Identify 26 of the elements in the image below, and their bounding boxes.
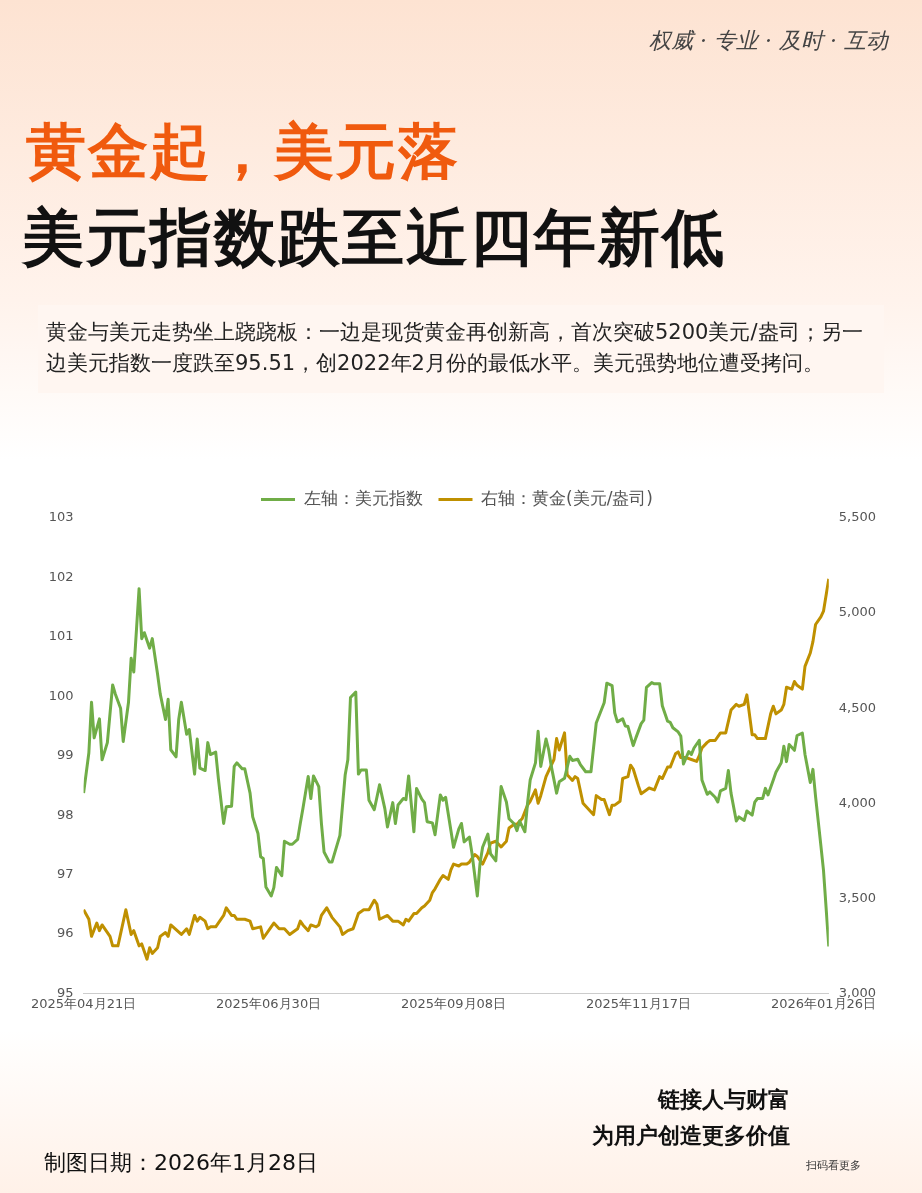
legend-label: 右轴：黄金(美元/盎司)	[481, 487, 653, 508]
text: 为用户创造更多价值	[592, 1122, 790, 1150]
text: 链接人与财富	[656, 1086, 790, 1114]
chart-subtitle: 美元指数跌至近四年新低	[22, 200, 726, 276]
y-tick-label: 96	[57, 925, 74, 941]
text: 扫码看更多	[806, 1158, 861, 1173]
y2-tick-label: 4,500	[838, 699, 876, 715]
text: 制图日期：2026年1月28日	[44, 1149, 318, 1177]
chart-title: 黄金起，美元落	[26, 115, 460, 188]
text: 权威 · 专业 · 及时 · 互动	[649, 27, 888, 55]
y2-tick-label: 5,500	[838, 509, 876, 525]
x-tick-label: 2025年06月30日	[215, 995, 322, 1011]
legend-label: 左轴：美元指数	[303, 487, 423, 508]
y-tick-label: 100	[48, 687, 74, 703]
y-tick-label: 97	[57, 865, 74, 881]
y-tick-label: 101	[48, 628, 74, 644]
y2-tick-label: 3,500	[838, 889, 876, 905]
x-tick-label: 2025年09月08日	[400, 995, 507, 1011]
y-tick-label: 99	[57, 747, 74, 763]
text: 黄金与美元走势坐上跷跷板：一边是现货黄金再创新高，首次突破5200美元/盎司；另一边美元指数一度跌至95.51，创2022年2月份的最低水平。美元强势地位遭受拷问。	[38, 305, 884, 393]
y2-tick-label: 4,000	[838, 794, 876, 810]
x-tick-label: 2025年11月17日	[585, 995, 692, 1011]
y-tick-label: 98	[57, 806, 74, 822]
y2-tick-label: 5,000	[838, 604, 876, 620]
y-tick-label: 103	[48, 509, 74, 525]
y-tick-label: 102	[48, 568, 74, 584]
